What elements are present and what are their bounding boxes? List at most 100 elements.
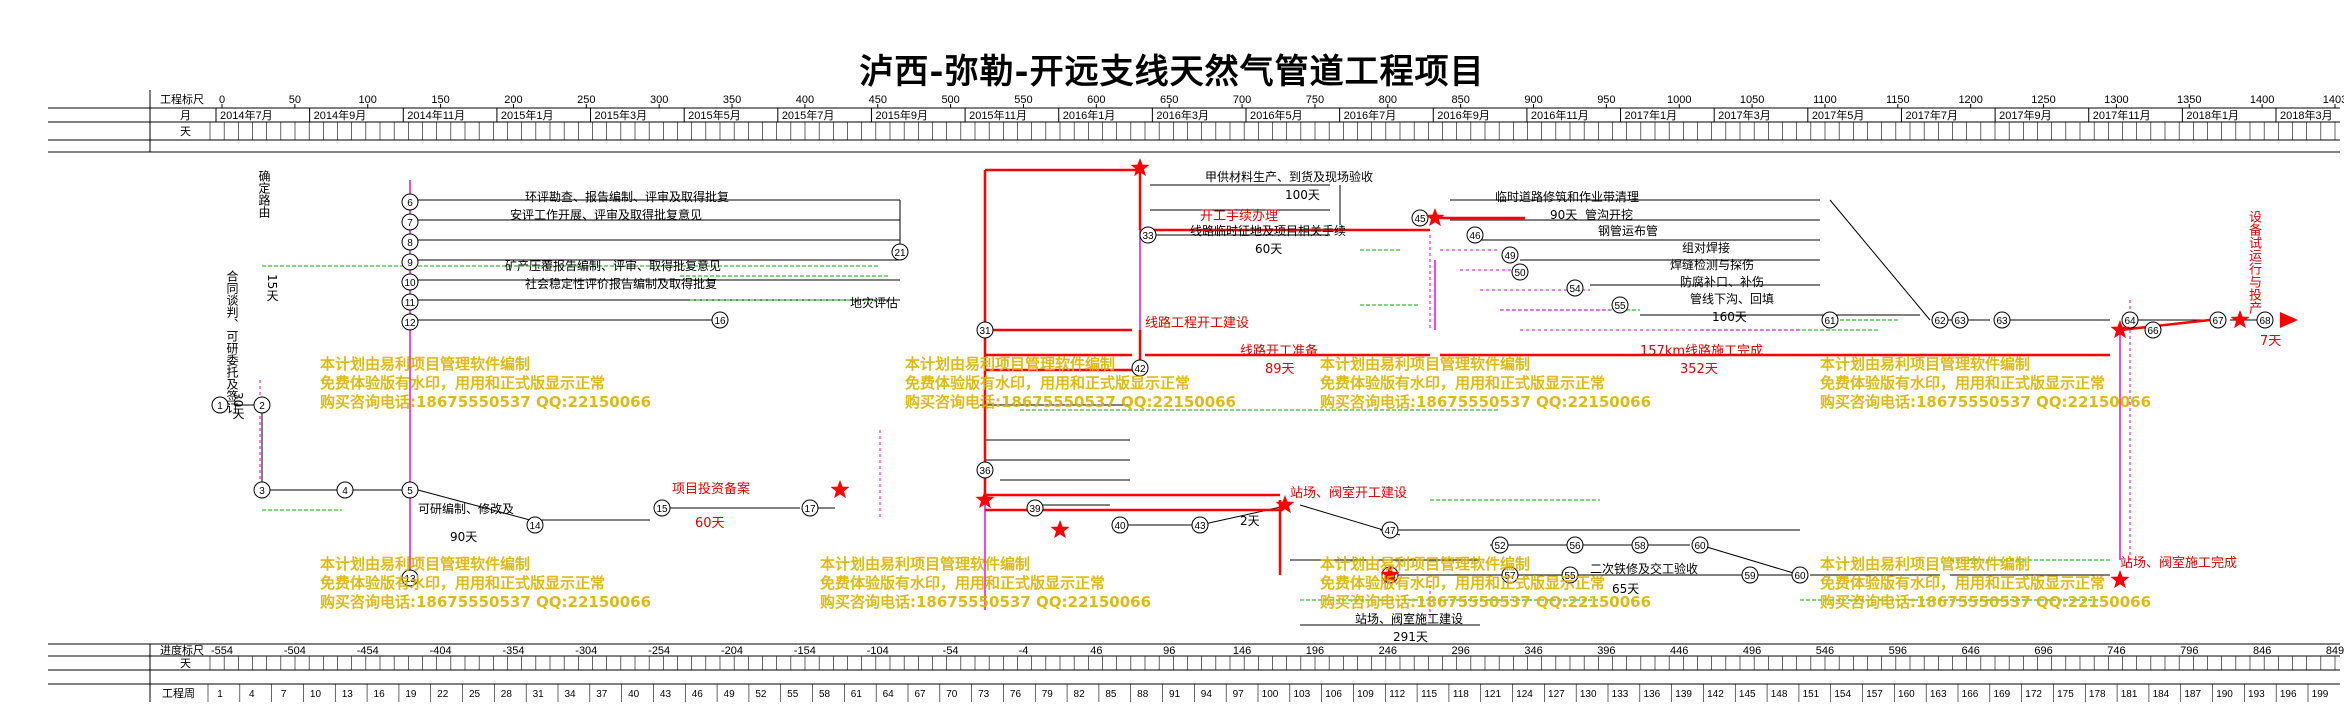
scale-tick-label: 1350 xyxy=(2177,94,2201,106)
week-label: 142 xyxy=(1707,689,1724,700)
scale-tick-label: 600 xyxy=(1087,94,1105,106)
svg-text:13: 13 xyxy=(404,574,416,585)
week-label: 64 xyxy=(883,689,895,700)
scale-tick-label: 450 xyxy=(869,94,887,106)
network-node: 49 xyxy=(1501,246,1519,264)
milestones xyxy=(830,158,2250,589)
scale-tick-label: 100 xyxy=(359,94,377,106)
progress-tick-label: -454 xyxy=(357,645,379,657)
network-node: 11 xyxy=(401,293,419,311)
task-label: 矿产压覆报告编制、评审、取得批复意见 xyxy=(505,259,722,273)
scale-tick-label: 0 xyxy=(219,94,225,106)
task-duration: 90天 xyxy=(1550,208,1578,222)
network-node: 4 xyxy=(336,481,354,499)
month-label: 2017年5月 xyxy=(1812,108,1865,122)
svg-text:68: 68 xyxy=(2259,316,2271,327)
week-label: 85 xyxy=(1105,689,1117,700)
network-node: 60 xyxy=(1791,566,1809,584)
network-node: 68 xyxy=(2256,311,2274,329)
task-label: 组对焊接 xyxy=(1682,241,1731,255)
task-label: 可研编制、修改及 xyxy=(418,502,515,516)
end-arrow xyxy=(2280,312,2298,328)
task-label: 157km线路施工完成 xyxy=(1640,344,1764,359)
network-node: 1 xyxy=(211,396,229,414)
network-node: 3 xyxy=(253,481,271,499)
month-label: 2017年7月 xyxy=(1905,108,1958,122)
page-title: 泸西-弥勒-开远支线天然气管道工程项目 xyxy=(859,52,1485,92)
scale-tick-label: 850 xyxy=(1451,94,1469,106)
scale-tick-label: 1250 xyxy=(2031,94,2055,106)
progress-tick-label: 596 xyxy=(1889,645,1907,657)
svg-text:60: 60 xyxy=(1794,571,1806,582)
month-label: 2017年1月 xyxy=(1625,108,1678,122)
week-label: 151 xyxy=(1803,689,1820,700)
week-label: 13 xyxy=(342,689,354,700)
network-node: 57 xyxy=(1501,566,1519,584)
week-label: 196 xyxy=(2280,689,2297,700)
network-node: 7 xyxy=(401,213,419,231)
task-label: 开工手续办理 xyxy=(1200,209,1279,224)
progress-tick-label: 696 xyxy=(2034,645,2052,657)
day-label: 天 xyxy=(180,126,191,138)
task-label-vertical: 合同谈判、可研委托及签订 xyxy=(225,270,239,414)
task-label-vertical: 确定路由 xyxy=(257,170,271,218)
week-label: 100 xyxy=(1262,689,1279,700)
week-label: 193 xyxy=(2248,689,2265,700)
network-node: 10 xyxy=(401,273,419,291)
svg-text:17: 17 xyxy=(804,504,816,515)
svg-text:42: 42 xyxy=(1134,364,1146,375)
week-label: 49 xyxy=(724,689,736,700)
progress-tick-label: 296 xyxy=(1451,645,1469,657)
watermark: 本计划由易利项目管理软件编制 免费体验版有水印，用用和正式版显示正常 购买咨询电话:… xyxy=(1320,555,1652,611)
network-node: 55 xyxy=(1611,296,1629,314)
week-label: 43 xyxy=(660,689,672,700)
network-node: 15 xyxy=(653,499,671,517)
week-label: 工程周 xyxy=(162,687,195,700)
week-label: 52 xyxy=(755,689,767,700)
task-label: 线路开工准备 xyxy=(1240,344,1319,359)
progress-tick-label: 496 xyxy=(1743,645,1761,657)
week-label: 61 xyxy=(851,689,863,700)
week-label: 94 xyxy=(1201,689,1213,700)
header-grid xyxy=(48,90,2340,153)
network-node: 60 xyxy=(1691,536,1709,554)
month-label: 2015年7月 xyxy=(782,108,835,122)
scale-tick-label: 200 xyxy=(504,94,522,106)
svg-text:9: 9 xyxy=(407,258,413,269)
task-label: 管沟开挖 xyxy=(1585,208,1634,222)
svg-text:47: 47 xyxy=(1384,526,1396,537)
progress-label: 进度标尺 xyxy=(160,643,204,657)
scale-tick-label: 150 xyxy=(431,94,449,106)
week-label: 103 xyxy=(1293,689,1310,700)
svg-text:1: 1 xyxy=(217,401,223,412)
task-label: 环评勘查、报告编制、评审及取得批复 xyxy=(525,190,730,204)
scale-tick-label: 50 xyxy=(289,94,301,106)
footer-week-row: 1 4 7 10 13 16 19 22 25 28 31 34 37 40 43 46 49 52 55 58 61 6… xyxy=(207,684,2329,702)
network-node: 63 xyxy=(1993,311,2011,329)
progress-tick-label: -304 xyxy=(575,645,597,657)
svg-text:56: 56 xyxy=(1569,541,1581,552)
network-node: 33 xyxy=(1139,226,1157,244)
svg-text:58: 58 xyxy=(1634,541,1646,552)
month-label: 2014年7月 xyxy=(220,108,273,122)
week-label: 124 xyxy=(1516,689,1533,700)
milestone-star xyxy=(1425,208,1445,227)
progress-tick-label: 346 xyxy=(1524,645,1542,657)
progress-tick-label: -4 xyxy=(1019,645,1029,657)
task-label: 线路临时征地及项目相关手续 xyxy=(1190,224,1347,238)
month-label: 2016年11月 xyxy=(1531,108,1589,122)
scale-tick-label: 1050 xyxy=(1740,94,1764,106)
week-label: 82 xyxy=(1074,689,1086,700)
progress-tick-label: 446 xyxy=(1670,645,1688,657)
scale-label: 工程标尺 xyxy=(160,92,204,106)
network-node: 56 xyxy=(1566,536,1584,554)
svg-text:12: 12 xyxy=(404,318,416,329)
month-label: 2015年11月 xyxy=(969,108,1027,122)
progress-tick-label: -254 xyxy=(648,645,670,657)
month-label: 2014年9月 xyxy=(314,108,367,122)
progress-tick-label: 246 xyxy=(1379,645,1397,657)
network-node: 63 xyxy=(1951,311,1969,329)
task-label: 线路工程开工建设 xyxy=(1145,316,1250,331)
week-label: 181 xyxy=(2121,689,2138,700)
